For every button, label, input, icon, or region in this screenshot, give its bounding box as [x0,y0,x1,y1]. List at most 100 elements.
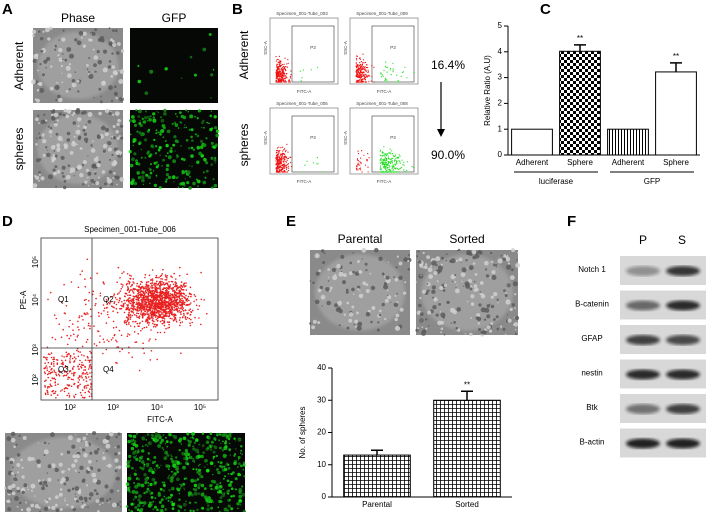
image-speck [451,280,454,283]
micrograph [30,26,125,104]
cell-event [156,317,159,320]
cell-event [88,291,91,294]
image-speck [154,145,158,148]
cell-event [83,369,85,371]
cell-event [137,316,140,319]
image-speck [200,492,205,497]
image-speck [241,492,246,497]
cell-event [186,298,189,300]
cell-event [380,149,382,151]
cell-event [185,294,187,297]
cell-event [77,350,80,353]
cell-event [367,76,369,78]
image-speck [208,436,211,439]
image-speck [352,270,355,274]
cell-event [141,301,144,304]
image-speck [200,454,204,459]
cell-event [173,293,176,296]
cell-event [283,149,285,151]
cell-event [115,339,117,342]
cell-event [140,303,143,305]
image-speck [171,175,176,180]
image-speck [35,143,38,146]
cell-event [283,154,286,156]
cell-event [387,163,389,165]
cell-event [89,325,91,327]
image-speck [87,459,92,464]
cell-event [277,68,279,70]
cell-event [394,163,396,165]
image-speck [154,431,158,435]
cell-event [143,352,145,355]
image-speck [38,173,41,176]
image-speck [22,436,27,440]
image-speck [212,178,215,181]
image-speck [198,443,201,446]
cell-event [388,157,390,159]
cell-event [89,388,91,390]
cell-event [93,343,96,345]
cell-event [70,334,72,337]
cell-event [78,328,80,331]
image-speck [214,126,218,130]
image-speck [379,309,382,313]
image-speck [466,249,472,256]
cell-event [281,66,283,69]
cell-event [163,287,165,290]
cell-event [157,291,159,294]
micrograph [130,28,218,103]
cell-event [163,324,166,327]
image-speck [493,292,498,297]
image-speck [238,473,242,477]
image-speck [118,79,124,84]
cell-event [142,308,145,311]
image-speck [179,182,183,186]
cell-event [286,159,288,161]
cell-event [66,387,69,390]
cell-event [148,340,150,342]
cell-event [385,154,388,156]
image-speck [381,302,385,307]
cell-event [358,79,360,81]
cell-event [167,307,169,310]
cell-event [170,275,172,277]
cell-event [89,372,91,374]
image-speck [53,150,56,152]
image-speck [348,318,353,323]
cell-event [155,308,157,311]
y-tick-label: 2 [498,99,503,108]
image-speck [144,443,148,447]
cell-event [127,313,130,316]
cell-event [359,71,361,73]
cell-event [146,297,148,299]
cell-event [145,299,148,301]
image-speck [343,313,346,316]
cell-event [70,385,73,388]
significance: ** [673,52,679,61]
cell-event [359,58,362,60]
cell-event [147,291,150,293]
cell-event [163,294,166,297]
image-speck [155,165,159,169]
image-speck [209,461,214,466]
image-speck [36,137,38,140]
cell-event [383,165,385,167]
cell-event [384,163,386,166]
cell-event [159,311,162,313]
cell-event [386,167,388,169]
cell-event [150,307,152,309]
image-speck [507,262,510,265]
image-speck [72,454,77,459]
image-speck [160,498,164,502]
cell-event [185,282,187,284]
image-speck [185,138,189,142]
image-speck [58,47,63,53]
cell-event [50,362,53,364]
image-speck [394,278,399,282]
cell-event [137,312,140,315]
image-speck [6,499,9,503]
image-speck [196,160,200,164]
cell-event [282,72,284,74]
image-speck [69,151,74,155]
image-speck [82,44,87,48]
